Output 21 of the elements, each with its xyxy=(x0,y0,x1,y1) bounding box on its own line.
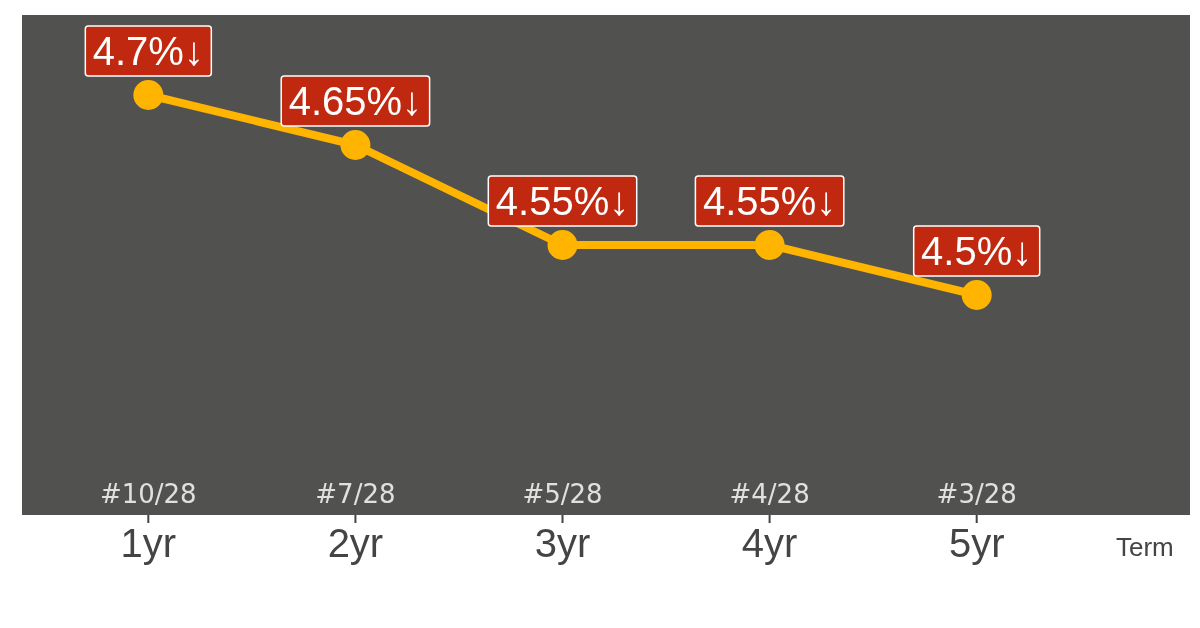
annotation: #7/28 xyxy=(315,479,396,509)
point xyxy=(547,230,578,260)
data-label: 4.5%↓ xyxy=(921,229,1033,273)
annotation: #5/28 xyxy=(522,479,603,509)
annotation: #3/28 xyxy=(936,479,1017,509)
x-tick-label: 5yr xyxy=(948,521,1005,566)
x-tick-label: 2yr xyxy=(327,521,384,566)
x-tick-label: 1yr xyxy=(120,521,177,566)
data-label: 4.55%↓ xyxy=(495,179,630,223)
point xyxy=(754,230,785,260)
data-label: 4.55%↓ xyxy=(702,179,837,223)
point xyxy=(133,80,164,110)
data-label: 4.7%↓ xyxy=(92,29,204,73)
x-tick-label: 4yr xyxy=(741,521,798,566)
annotation: #4/28 xyxy=(729,479,810,509)
point xyxy=(340,130,371,160)
point xyxy=(961,280,992,310)
data-label: 4.65%↓ xyxy=(288,79,423,123)
annotation: #10/28 xyxy=(99,479,197,509)
x-tick-label: 3yr xyxy=(534,521,591,566)
x-axis-title: Term xyxy=(1116,532,1174,563)
